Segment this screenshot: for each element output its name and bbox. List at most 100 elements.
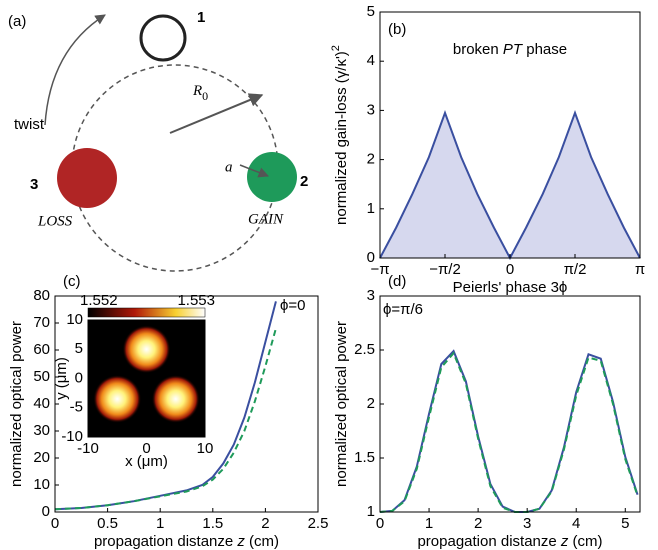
x-axis-label-part: (cm) (568, 533, 602, 550)
node-2 (247, 152, 297, 202)
y-tick-label: 5 (367, 3, 375, 20)
x-axis-label-part: propagation distanze (417, 533, 560, 550)
y-axis-label: normalized gain-loss (γ/κ')2 (330, 45, 350, 225)
x-axis-label: x (μm) (125, 453, 168, 470)
y-tick-label: 1 (367, 200, 375, 217)
x-tick-label: 0 (51, 515, 59, 532)
y-tick-label: 70 (33, 314, 50, 331)
node-1 (139, 14, 187, 62)
y-tick-label: 50 (33, 368, 50, 385)
y-tick-label: 1.5 (354, 449, 375, 466)
annotation: ϕ=π/6 (383, 301, 423, 318)
area-fill (380, 112, 640, 258)
radius-main: R (192, 83, 202, 99)
annotation-part: phase (522, 41, 567, 58)
y-tick-label: 40 (33, 395, 50, 412)
y-tick-label: 5 (75, 340, 83, 357)
x-axis-label: Peierls' phase 3ϕ (453, 279, 568, 296)
x-axis-label: propagation distanze z (cm) (417, 533, 602, 550)
y-tick-label: 1 (367, 503, 375, 520)
y-axis-label-part: normalized optical power (333, 321, 350, 487)
y-tick-label: 0 (42, 503, 50, 520)
y-axis-label-part: 2 (330, 45, 342, 51)
x-tick-label: 1 (425, 515, 433, 532)
y-tick-label: 4 (367, 52, 375, 69)
annotation-part: broken (453, 41, 503, 58)
colorbar-max: 1.553 (177, 292, 215, 309)
x-axis-label: propagation distanze z (cm) (94, 533, 279, 550)
panel-label: (c) (63, 273, 81, 290)
series-line (54, 301, 277, 511)
series-line (379, 351, 639, 513)
size-label: a (225, 159, 233, 175)
y-tick-label: -5 (70, 399, 83, 416)
x-tick-label: 10 (197, 440, 214, 457)
x-tick-label: 1 (156, 515, 164, 532)
ring-diagram: (a) twist 1 2 GAIN 3 LOSS R0 a (8, 9, 308, 272)
node-label: 2 (300, 173, 308, 190)
spot (122, 325, 171, 374)
annotation: broken PT phase (453, 41, 567, 58)
x-tick-label: 2 (474, 515, 482, 532)
x-axis-label-part: propagation distanze (94, 533, 237, 550)
y-tick-label: -10 (61, 428, 83, 445)
x-axis-label-part: z (236, 533, 245, 550)
y-tick-label: 3 (367, 101, 375, 118)
x-tick-label: 4 (572, 515, 580, 532)
y-axis-label-part: normalized optical power (8, 321, 25, 487)
x-tick-label: 0 (376, 515, 384, 532)
x-tick-label: 0 (142, 440, 150, 457)
x-tick-label: 3 (523, 515, 531, 532)
y-tick-label: 2 (367, 151, 375, 168)
plot-area (380, 296, 640, 512)
size-arrow (239, 164, 269, 178)
y-tick-label: 30 (33, 422, 50, 439)
x-axis-label-part: (cm) (245, 533, 279, 550)
node-label: 3 (30, 176, 38, 193)
spot (151, 374, 200, 423)
y-tick-label: 0 (367, 249, 375, 266)
y-tick-label: 60 (33, 341, 50, 358)
panel-label: (b) (388, 21, 406, 38)
x-tick-label: 2 (261, 515, 269, 532)
x-tick-label: 0.5 (97, 515, 118, 532)
y-tick-label: 10 (66, 311, 83, 328)
y-tick-label: 3 (367, 287, 375, 304)
twist-arrow (44, 14, 106, 126)
annotation: ϕ=0 (280, 297, 306, 314)
x-tick-label: 1.5 (202, 515, 223, 532)
x-tick-label: 5 (621, 515, 629, 532)
x-tick-label: 2.5 (308, 515, 329, 532)
x-tick-label: π (635, 261, 645, 278)
radius-arrow (169, 93, 264, 134)
annotation-part: PT (503, 41, 524, 58)
y-axis-label: y (μm) (53, 357, 70, 400)
y-tick-label: 2.5 (354, 341, 375, 358)
y-axis-label: normalized optical power (8, 321, 25, 487)
panel-label: (d) (388, 273, 406, 290)
x-tick-label: 0 (506, 261, 514, 278)
y-tick-label: 10 (33, 476, 50, 493)
gain-label: GAIN (248, 211, 284, 227)
y-tick-label: 2 (367, 395, 375, 412)
node-3 (57, 148, 117, 208)
x-tick-label: π/2 (564, 261, 587, 278)
panel-label: (a) (8, 13, 26, 30)
colorbar-min: 1.552 (80, 292, 118, 309)
series-line (54, 328, 277, 511)
y-axis-label-part: normalized gain-loss (γ/κ') (333, 51, 350, 225)
y-tick-label: 0 (75, 369, 83, 386)
x-tick-label: −π/2 (429, 261, 461, 278)
x-axis-label-part: z (560, 533, 569, 550)
y-tick-label: 80 (33, 287, 50, 304)
node-label: 1 (197, 9, 205, 26)
y-axis-label: normalized optical power (333, 321, 350, 487)
radius-label: R0 (192, 83, 208, 102)
annotation-part: ϕ=π/6 (383, 301, 423, 318)
loss-label: LOSS (37, 213, 73, 229)
x-tick-label: -10 (77, 440, 99, 457)
twist-label: twist (14, 116, 45, 133)
radius-sub: 0 (202, 89, 208, 103)
spot (93, 374, 142, 423)
